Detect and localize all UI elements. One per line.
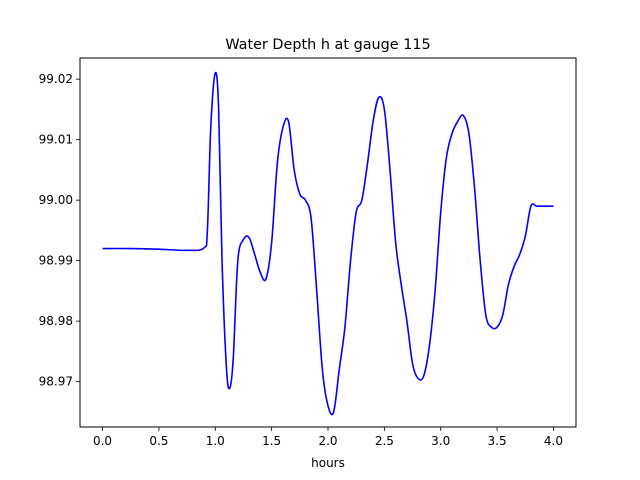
x-tick-label: 1.5: [262, 434, 281, 448]
x-tick-label: 0.0: [93, 434, 112, 448]
x-axis-label: hours: [311, 456, 345, 470]
series-line-0: [102, 71, 554, 416]
x-tick-label: 0.5: [149, 434, 168, 448]
y-tick-label: 98.97: [39, 375, 73, 389]
x-tick-label: 2.5: [375, 434, 394, 448]
y-tick-label: 99.00: [39, 193, 73, 207]
x-tick-label: 3.5: [488, 434, 507, 448]
x-tick-label: 3.0: [431, 434, 450, 448]
x-tick-label: 2.0: [318, 434, 337, 448]
y-tick-label: 98.99: [39, 254, 73, 268]
x-tick-label: 4.0: [544, 434, 563, 448]
plot-area: [102, 71, 554, 416]
y-tick-label: 99.01: [39, 133, 73, 147]
chart-title: Water Depth h at gauge 115: [225, 37, 430, 53]
x-tick-label: 1.0: [206, 434, 225, 448]
y-tick-label: 99.02: [39, 72, 73, 86]
y-tick-label: 98.98: [39, 314, 73, 328]
